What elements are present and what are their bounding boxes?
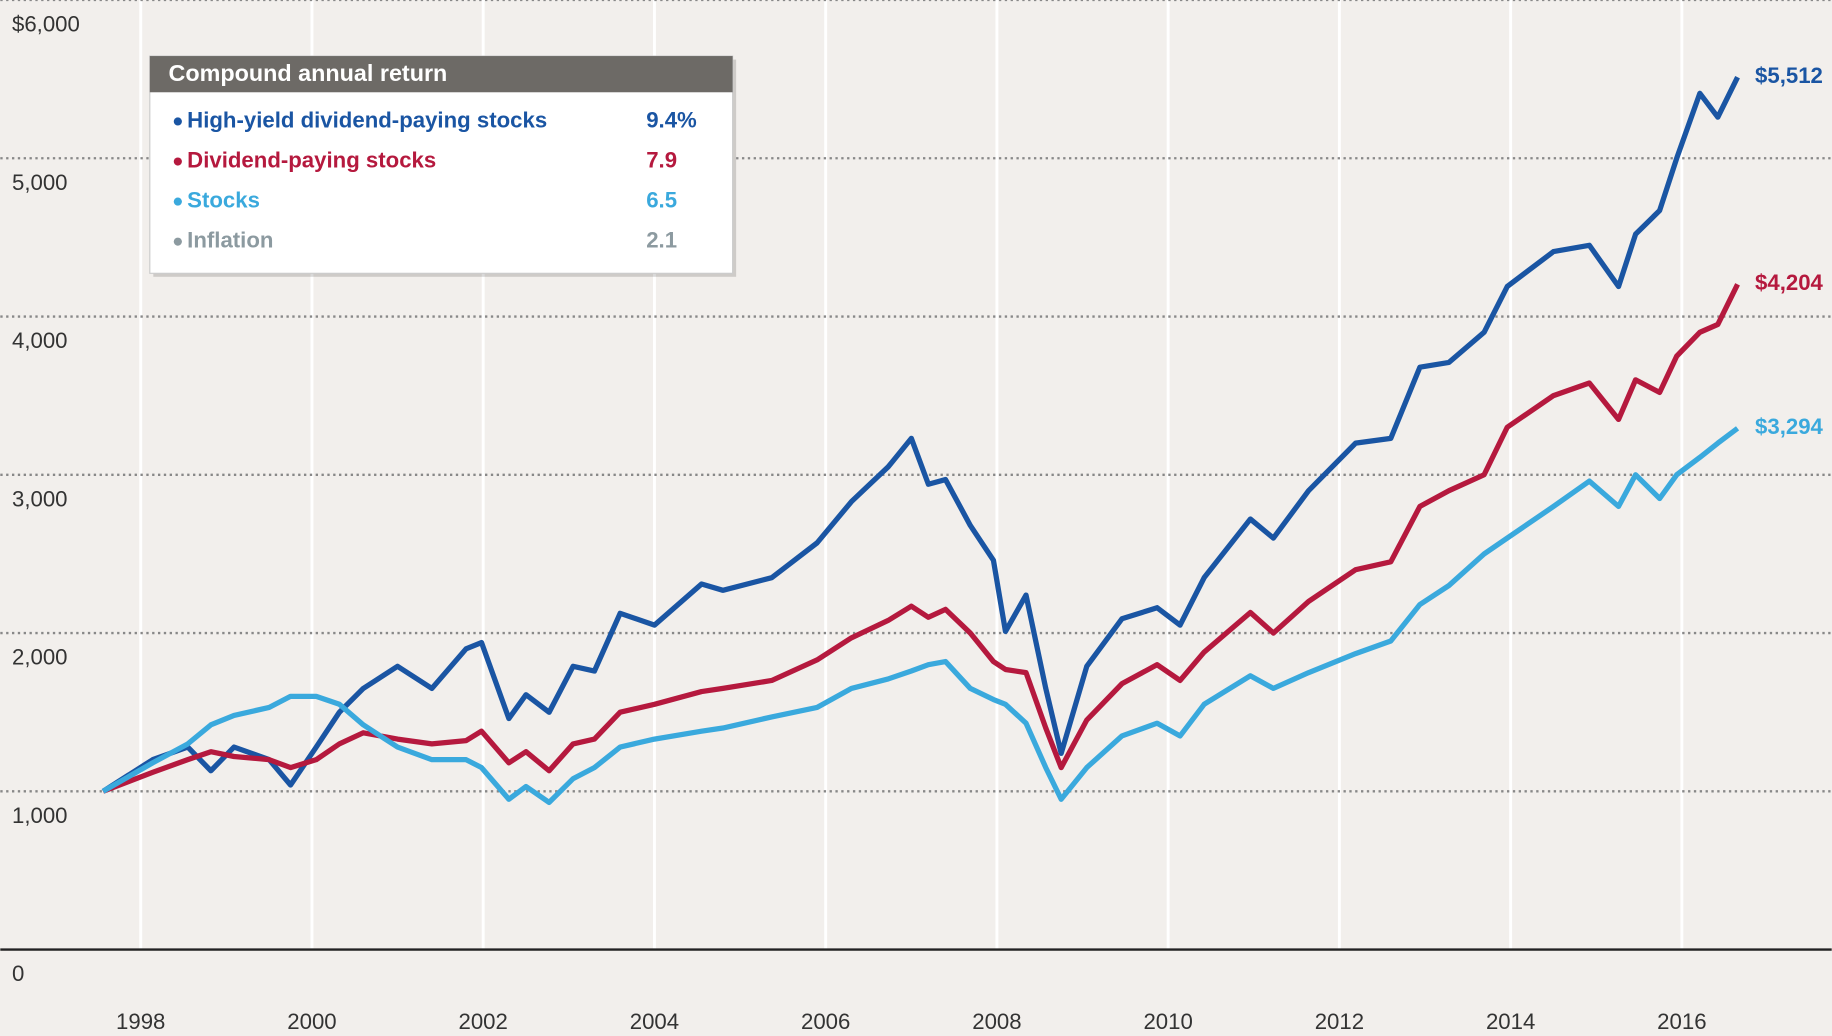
series-line [101,426,1740,806]
legend-label: Dividend-paying stocks [187,147,436,172]
x-tick-label: 2006 [801,1009,850,1034]
legend-dot [173,157,182,166]
x-tick-label: 2012 [1315,1009,1364,1034]
legend-label: Stocks [187,187,260,212]
end-label: $5,512 [1755,63,1823,88]
x-tick-label: 2000 [287,1009,336,1034]
y-tick-label: 5,000 [12,170,68,195]
y-tick-label: 4,000 [12,328,68,353]
legend: Compound annual return High-yield divide… [149,55,737,277]
x-tick-label: 2004 [630,1009,679,1034]
legend-label: Inflation [187,228,273,253]
legend-title: Compound annual return [168,60,447,86]
y-tick-label: 1,000 [12,803,68,828]
legend-return: 7.9 [646,147,677,172]
end-label: $4,204 [1755,270,1824,295]
y-tick-label: 3,000 [12,486,68,511]
legend-dot [173,237,182,246]
x-tick-label: 1998 [116,1009,165,1034]
legend-return: 9.4% [646,107,697,132]
legend-dot [173,197,182,206]
y-tick-label: 0 [12,961,24,986]
series-line [101,76,1740,794]
legend-label: High-yield dividend-paying stocks [187,107,547,132]
y-tick-label: $6,000 [12,12,80,37]
x-tick-label: 2008 [972,1009,1021,1034]
x-tick-label: 2016 [1657,1009,1706,1034]
y-tick-label: 2,000 [12,645,68,670]
end-label: $3,294 [1755,414,1824,439]
x-tick-label: 2014 [1486,1009,1535,1034]
legend-header [149,56,733,93]
legend-return: 2.1 [646,228,677,253]
x-tick-label: 2010 [1143,1009,1192,1034]
lines: $5,512 $4,204 $3,294 [101,63,1824,806]
legend-return: 6.5 [646,187,677,212]
x-tick-label: 2002 [459,1009,508,1034]
legend-dot [173,117,182,126]
